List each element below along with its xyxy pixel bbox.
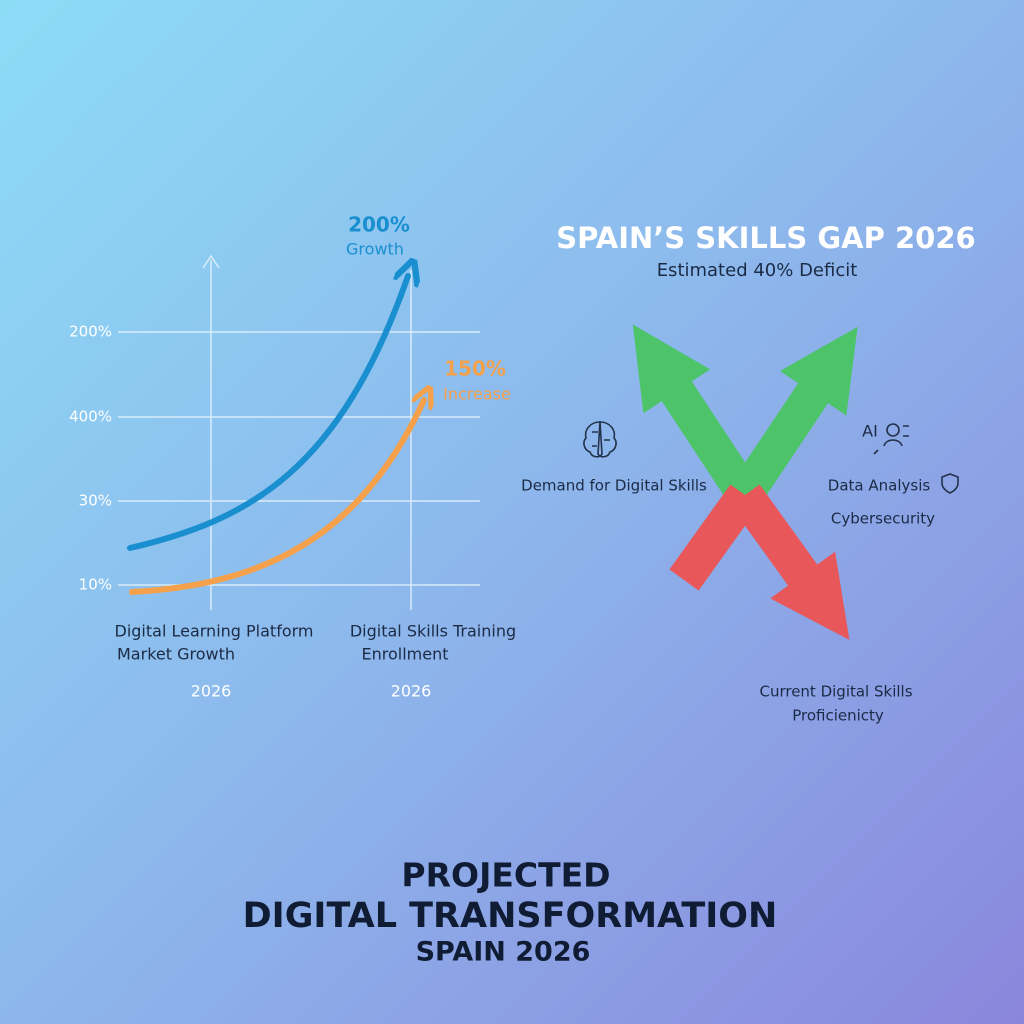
footer: PROJECTED DIGITAL TRANSFORMATION SPAIN 2… bbox=[243, 856, 778, 968]
green-arrow-left bbox=[632, 324, 761, 505]
green-arrow-right bbox=[730, 326, 858, 506]
y-label: 200% bbox=[69, 323, 112, 341]
column-labels: Digital Learning Platform Market Growth … bbox=[115, 622, 517, 664]
y-label: 10% bbox=[79, 576, 112, 594]
year-label: 2026 bbox=[391, 682, 432, 701]
column-label: Market Growth bbox=[117, 645, 235, 664]
current-label: Current Digital Skills bbox=[759, 683, 912, 701]
year-label: 2026 bbox=[191, 682, 232, 701]
demand-label: Demand for Digital Skills bbox=[521, 477, 707, 495]
y-label: 400% bbox=[69, 408, 112, 426]
data-analysis-label: Data Analysis bbox=[828, 477, 931, 495]
right-subtitle: Estimated 40% Deficit bbox=[657, 260, 858, 281]
current-label: Proficienicty bbox=[792, 707, 884, 725]
footer-line: SPAIN 2026 bbox=[416, 937, 591, 968]
callout-value: 200% bbox=[348, 213, 410, 237]
column-label: Digital Learning Platform bbox=[115, 622, 314, 641]
ai-label: AI bbox=[862, 422, 878, 441]
shield-icon bbox=[941, 473, 959, 494]
blue-curve bbox=[127, 276, 408, 551]
brain-icon bbox=[583, 421, 617, 458]
ai-icon bbox=[873, 423, 909, 455]
footer-line: DIGITAL TRANSFORMATION bbox=[243, 896, 778, 936]
callout-value: 150% bbox=[444, 357, 506, 381]
cybersecurity-label: Cybersecurity bbox=[831, 510, 935, 528]
orange-curve bbox=[129, 400, 424, 595]
footer-line: PROJECTED bbox=[401, 856, 610, 895]
callout-label: Increase bbox=[443, 385, 511, 404]
y-label: 30% bbox=[79, 492, 112, 510]
red-arrow-right bbox=[730, 484, 850, 640]
y-labels: 200% 400% 30% 10% bbox=[69, 323, 112, 594]
column-label: Enrollment bbox=[362, 645, 449, 664]
column-label: Digital Skills Training bbox=[350, 622, 516, 641]
right-labels: Demand for Digital Skills AI Data Analys… bbox=[521, 422, 935, 725]
right-title: SPAIN’S SKILLS GAP 2026 bbox=[556, 221, 975, 255]
callout-label: Growth bbox=[346, 240, 404, 259]
